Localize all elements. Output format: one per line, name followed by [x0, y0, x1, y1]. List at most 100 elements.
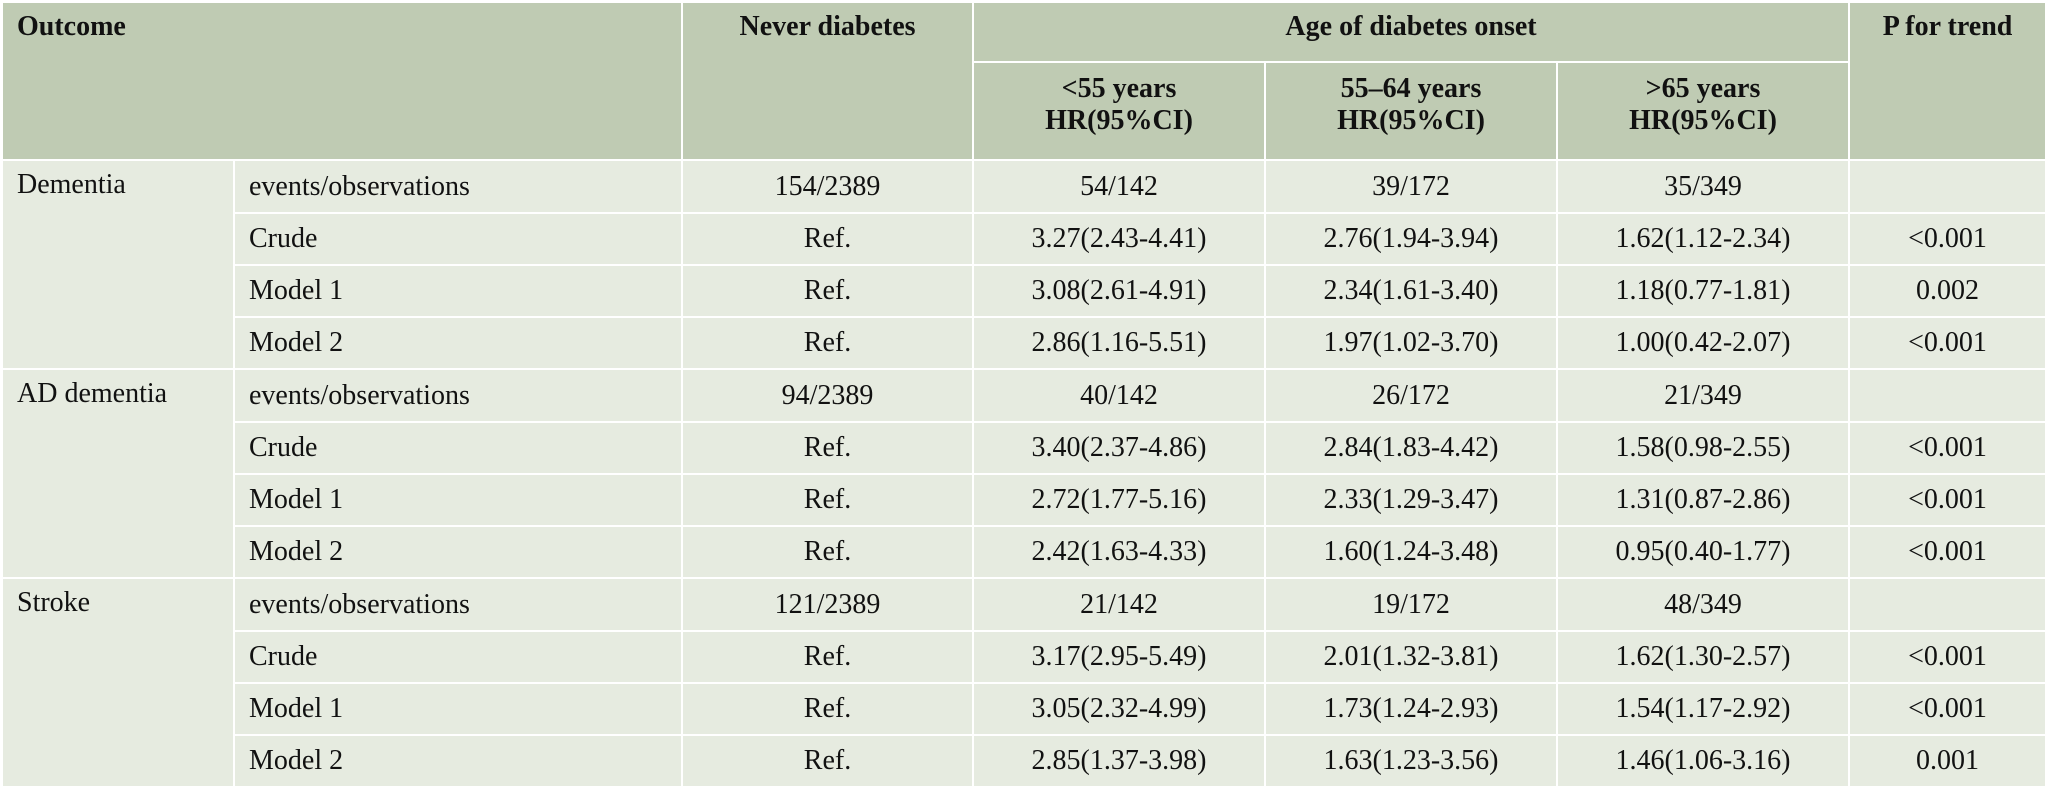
row-label: Model 1 [232, 682, 684, 736]
cell-never: Ref. [681, 682, 975, 736]
cell-55-64: 1.60(1.24-3.48) [1264, 525, 1559, 579]
cell-lt55: 3.40(2.37-4.86) [972, 421, 1267, 475]
row-label: Model 1 [232, 264, 684, 318]
cell-gt65: 1.54(1.17-2.92) [1556, 682, 1851, 736]
table-row: Model 2 Ref. 2.42(1.63-4.33) 1.60(1.24-3… [2, 525, 2046, 579]
cell-55-64: 2.76(1.94-3.94) [1264, 212, 1559, 266]
cell-gt65: 21/349 [1556, 368, 1851, 423]
header-gt65-label: >65 years [1645, 73, 1761, 104]
cell-lt55: 21/142 [972, 577, 1267, 632]
cell-55-64: 39/172 [1264, 159, 1559, 214]
cell-gt65: 1.18(0.77-1.81) [1556, 264, 1851, 318]
cell-p-trend: <0.001 [1848, 473, 2046, 527]
cell-lt55: 3.05(2.32-4.99) [972, 682, 1267, 736]
row-label: events/observations [232, 368, 684, 423]
cell-55-64: 2.33(1.29-3.47) [1264, 473, 1559, 527]
cell-55-64: 1.63(1.23-3.56) [1264, 734, 1559, 788]
cell-p-trend: <0.001 [1848, 212, 2046, 266]
cell-p-trend [1848, 577, 2046, 632]
header-gt65: >65 years HR(95%CI) [1556, 61, 1851, 161]
cell-gt65: 1.58(0.98-2.55) [1556, 421, 1851, 475]
cell-p-trend [1848, 159, 2046, 214]
table-row: AD dementia events/observations 94/2389 … [1, 368, 2046, 579]
header-55-64: 55–64 years HR(95%CI) [1264, 61, 1559, 161]
outcome-cell: Dementia [1, 159, 235, 370]
header-55-64-hr: HR(95%CI) [1337, 105, 1485, 136]
cell-lt55: 2.85(1.37-3.98) [972, 734, 1267, 788]
header-never-diabetes: Never diabetes [681, 1, 975, 161]
cell-lt55: 2.86(1.16-5.51) [972, 316, 1267, 370]
cell-p-trend: <0.001 [1848, 421, 2046, 475]
cell-lt55: 3.17(2.95-5.49) [972, 630, 1267, 684]
cell-55-64: 1.97(1.02-3.70) [1264, 316, 1559, 370]
table-row: Stroke events/observations 121/2389 21/1… [1, 577, 2046, 788]
cell-never: Ref. [681, 264, 975, 318]
cell-gt65: 1.31(0.87-2.86) [1556, 473, 1851, 527]
cell-55-64: 2.84(1.83-4.42) [1264, 421, 1559, 475]
cell-never: 121/2389 [681, 577, 975, 632]
header-outcome: Outcome [0, 1, 684, 161]
row-label: events/observations [232, 577, 684, 632]
cell-never: 154/2389 [681, 159, 975, 214]
cell-p-trend: <0.001 [1848, 525, 2046, 579]
header-age-of-onset: Age of diabetes onset [972, 1, 1851, 63]
table-row: Crude Ref. 3.40(2.37-4.86) 2.84(1.83-4.4… [2, 421, 2046, 475]
table-row: Crude Ref. 3.27(2.43-4.41) 2.76(1.94-3.9… [2, 212, 2046, 266]
cell-gt65: 1.46(1.06-3.16) [1556, 734, 1851, 788]
table-row: Model 2 Ref. 2.85(1.37-3.98) 1.63(1.23-3… [2, 734, 2046, 788]
cell-p-trend: <0.001 [1848, 630, 2046, 684]
cell-lt55: 2.42(1.63-4.33) [972, 525, 1267, 579]
header-lt55-label: <55 years [1061, 73, 1177, 104]
cell-gt65: 1.62(1.12-2.34) [1556, 212, 1851, 266]
cell-gt65: 48/349 [1556, 577, 1851, 632]
cell-never: Ref. [681, 630, 975, 684]
table-row: Model 1 Ref. 2.72(1.77-5.16) 2.33(1.29-3… [2, 473, 2046, 527]
cell-never: Ref. [681, 316, 975, 370]
cell-gt65: 1.00(0.42-2.07) [1556, 316, 1851, 370]
row-label: Model 2 [232, 734, 684, 788]
table-row: Model 1 Ref. 3.05(2.32-4.99) 1.73(1.24-2… [2, 682, 2046, 736]
row-label: Crude [232, 212, 684, 266]
cell-55-64: 2.34(1.61-3.40) [1264, 264, 1559, 318]
header-p-for-trend: P for trend [1848, 1, 2046, 161]
cell-p-trend: <0.001 [1848, 316, 2046, 370]
outcome-cell: AD dementia [1, 368, 235, 579]
table-row: Dementia events/observations 154/2389 54… [1, 159, 2046, 370]
cell-p-trend: 0.001 [1848, 734, 2046, 788]
outcome-cell: Stroke [1, 577, 235, 788]
cell-never: Ref. [681, 734, 975, 788]
row-label: Model 2 [232, 316, 684, 370]
row-label: Model 1 [232, 473, 684, 527]
header-55-64-label: 55–64 years [1340, 73, 1482, 104]
cell-never: Ref. [681, 473, 975, 527]
cell-p-trend: <0.001 [1848, 682, 2046, 736]
cell-lt55: 3.08(2.61-4.91) [972, 264, 1267, 318]
table-row: Model 1 Ref. 3.08(2.61-4.91) 2.34(1.61-3… [2, 264, 2046, 318]
cell-lt55: 3.27(2.43-4.41) [972, 212, 1267, 266]
header-gt65-hr: HR(95%CI) [1629, 105, 1777, 136]
row-label: events/observations [232, 159, 684, 214]
cell-gt65: 1.62(1.30-2.57) [1556, 630, 1851, 684]
cell-never: Ref. [681, 421, 975, 475]
row-label: Model 2 [232, 525, 684, 579]
header-row-1: Outcome Never diabetes Age of diabetes o… [0, 1, 2046, 161]
cell-p-trend [1848, 368, 2046, 423]
cell-lt55: 40/142 [972, 368, 1267, 423]
cell-lt55: 2.72(1.77-5.16) [972, 473, 1267, 527]
table-row: Model 2 Ref. 2.86(1.16-5.51) 1.97(1.02-3… [2, 316, 2046, 370]
header-lt55-hr: HR(95%CI) [1045, 105, 1193, 136]
table-row: Crude Ref. 3.17(2.95-5.49) 2.01(1.32-3.8… [2, 630, 2046, 684]
cell-55-64: 26/172 [1264, 368, 1559, 423]
cell-never: 94/2389 [681, 368, 975, 423]
row-label: Crude [232, 421, 684, 475]
cell-55-64: 1.73(1.24-2.93) [1264, 682, 1559, 736]
cell-never: Ref. [681, 525, 975, 579]
cell-55-64: 19/172 [1264, 577, 1559, 632]
row-label: Crude [232, 630, 684, 684]
cell-55-64: 2.01(1.32-3.81) [1264, 630, 1559, 684]
cell-gt65: 0.95(0.40-1.77) [1556, 525, 1851, 579]
cell-lt55: 54/142 [972, 159, 1267, 214]
cell-gt65: 35/349 [1556, 159, 1851, 214]
cell-p-trend: 0.002 [1848, 264, 2046, 318]
